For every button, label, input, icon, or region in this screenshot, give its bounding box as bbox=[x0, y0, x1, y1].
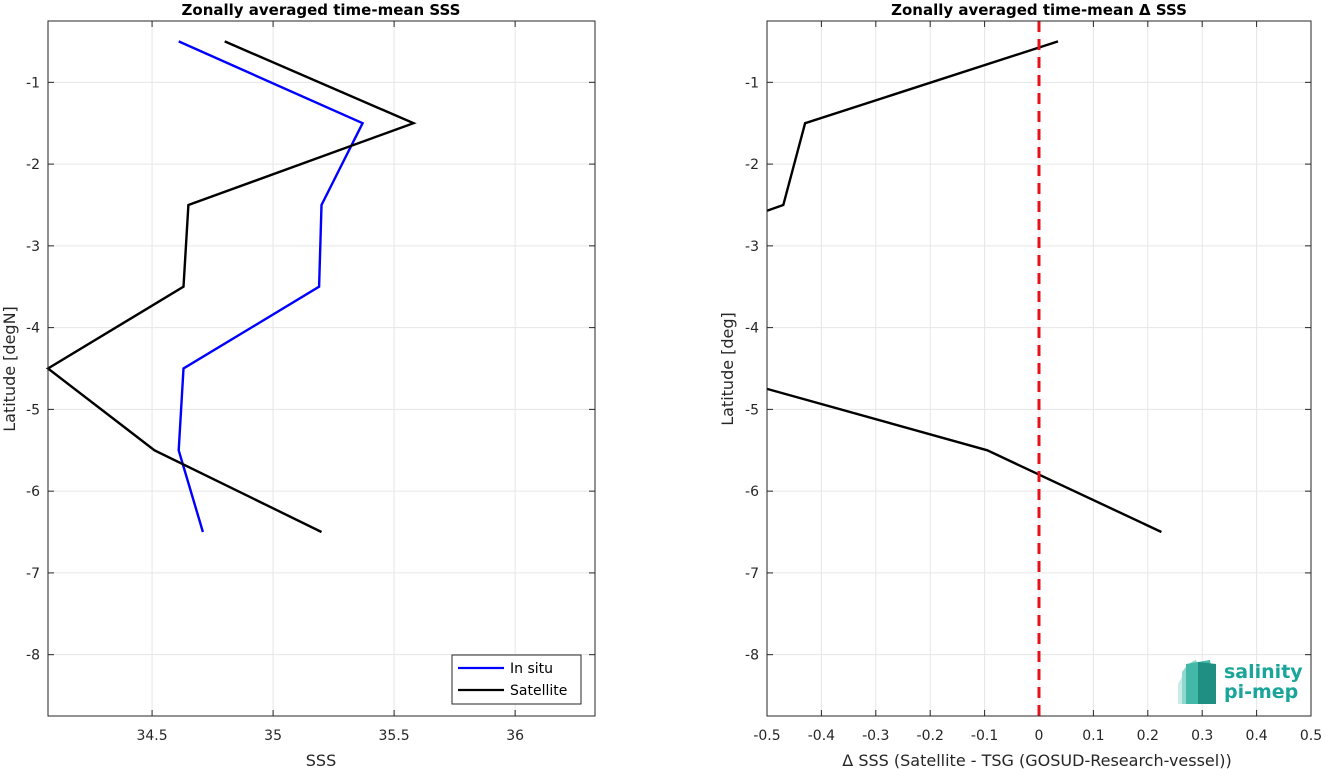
delta-sss-series bbox=[766, 40, 1162, 534]
delta-sss-x-tick-label: 0.3 bbox=[1191, 728, 1213, 744]
sss-y-tick-label: -7 bbox=[26, 566, 40, 582]
delta-sss-x-tick-label: 0 bbox=[1035, 728, 1044, 744]
delta-sss-x-tick-label: 0.5 bbox=[1300, 728, 1322, 744]
logo-text-line2: pi-mep bbox=[1224, 681, 1298, 703]
delta-sss-x-tick-label: -0.5 bbox=[753, 728, 780, 744]
salinity-pi-mep-logo: salinity pi-mep bbox=[1178, 660, 1303, 704]
legend-label-satellite: Satellite bbox=[510, 683, 567, 699]
delta-sss-x-tick-label: 0.2 bbox=[1137, 728, 1159, 744]
sss-x-tick-label: 35.5 bbox=[379, 728, 410, 744]
sss-chart-title: Zonally averaged time-mean SSS bbox=[182, 1, 461, 19]
sss-y-tick-label: -4 bbox=[26, 321, 40, 337]
delta-sss-x-tick-label: 0.1 bbox=[1082, 728, 1104, 744]
delta-sss-y-tick-label: -1 bbox=[745, 75, 759, 91]
sss-x-tick-label: 34.5 bbox=[136, 728, 167, 744]
sss-series bbox=[45, 40, 417, 534]
delta-sss-x-tick-label: 0.4 bbox=[1245, 728, 1267, 744]
sss-x-tick-labels: 34.5 35 35.5 36 bbox=[136, 728, 524, 744]
sss-plot-area bbox=[48, 21, 595, 716]
logo-emblem bbox=[1178, 660, 1216, 704]
delta-sss-y-tick-label: -3 bbox=[745, 239, 759, 255]
sss-axes-box bbox=[47, 20, 596, 717]
delta-sss-y-tick-label: -2 bbox=[745, 157, 759, 173]
delta-sss-y-tick-label: -6 bbox=[745, 484, 759, 500]
sss-panel: Zonally averaged time-mean SSS 34.5 35 35.… bbox=[0, 1, 596, 769]
logo-text-line1: salinity bbox=[1224, 661, 1303, 683]
delta-sss-x-tick-label: -0.4 bbox=[808, 728, 835, 744]
delta-sss-chart-title: Zonally averaged time-mean Δ SSS bbox=[891, 1, 1187, 19]
delta-sss-y-tick-label: -5 bbox=[745, 402, 759, 418]
series-line-in-situ bbox=[177, 40, 365, 533]
delta-sss-x-tick-label: -0.3 bbox=[862, 728, 889, 744]
sss-y-axis-label: Latitude [degN] bbox=[0, 306, 19, 432]
series-line-delta bbox=[766, 40, 1059, 212]
series-line-delta bbox=[766, 387, 1162, 534]
sss-y-tick-label: -2 bbox=[26, 157, 40, 173]
delta-sss-y-tick-label: -4 bbox=[745, 321, 759, 337]
sss-y-tick-label: -6 bbox=[26, 484, 40, 500]
delta-sss-axes-box bbox=[766, 20, 1312, 717]
sss-y-tick-label: -3 bbox=[26, 239, 40, 255]
legend-box bbox=[451, 654, 582, 705]
delta-sss-x-tick-label: -0.1 bbox=[971, 728, 998, 744]
delta-sss-x-tick-labels: -0.5 -0.4 -0.3 -0.2 -0.1 0 0.1 0.2 0.3 0.4 0.5 bbox=[753, 728, 1322, 744]
legend-label-in-situ: In situ bbox=[510, 661, 553, 677]
sss-y-tick-label: -5 bbox=[26, 402, 40, 418]
delta-sss-panel: Zonally averaged time-mean Δ SSS -0.5 -0.… bbox=[718, 1, 1322, 769]
sss-x-tick-label: 35 bbox=[264, 728, 282, 744]
delta-sss-x-axis-label: Δ SSS (Satellite - TSG (GOSUD-Research-v… bbox=[842, 751, 1231, 769]
sss-grid bbox=[48, 21, 595, 716]
delta-sss-y-tick-label: -7 bbox=[745, 566, 759, 582]
sss-y-tick-labels: -1 -2 -3 -4 -5 -6 -7 -8 bbox=[26, 75, 40, 663]
delta-sss-y-axis-label: Latitude [deg] bbox=[718, 312, 737, 426]
delta-sss-x-tick-label: -0.2 bbox=[917, 728, 944, 744]
delta-sss-y-tick-labels: -1 -2 -3 -4 -5 -6 -7 -8 bbox=[745, 75, 759, 663]
series-line-satellite bbox=[45, 40, 417, 534]
delta-sss-y-tick-label: -8 bbox=[745, 648, 759, 664]
sss-x-tick-label: 36 bbox=[506, 728, 524, 744]
sss-y-tick-label: -8 bbox=[26, 648, 40, 664]
sss-y-tick-label: -1 bbox=[26, 75, 40, 91]
sss-x-axis-label: SSS bbox=[306, 751, 336, 769]
legend: In situ Satellite bbox=[451, 654, 582, 705]
